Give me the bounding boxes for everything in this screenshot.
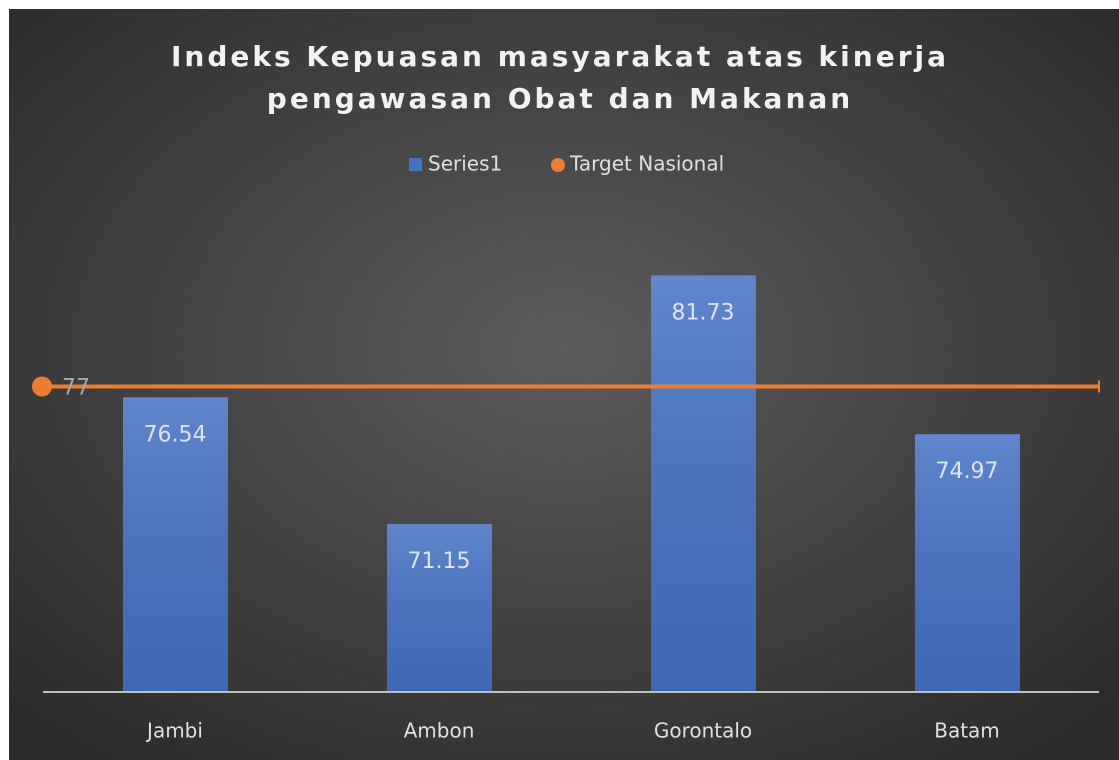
legend-swatch — [551, 158, 565, 172]
x-tick-label: Batam — [934, 719, 1000, 743]
data-label: 76.54 — [144, 422, 207, 447]
legend-label: Target Nasional — [569, 152, 724, 176]
data-label: 77 — [62, 376, 90, 401]
x-tick-label: Ambon — [404, 719, 475, 743]
data-label: 71.15 — [408, 549, 471, 574]
x-tick-label: Jambi — [145, 719, 203, 743]
bar-shine — [123, 397, 228, 692]
legend-label: Series1 — [428, 152, 502, 176]
data-label: 74.97 — [936, 459, 999, 484]
legend-swatch — [409, 158, 422, 171]
chart-title: Indeks Kepuasan masyarakat atas kinerja — [171, 40, 949, 73]
data-label: 81.73 — [672, 300, 735, 325]
x-tick-label: Gorontalo — [654, 719, 752, 743]
bar-shine — [651, 275, 756, 692]
chart-title: pengawasan Obat dan Makanan — [267, 82, 853, 115]
target-marker — [32, 376, 52, 397]
bar-shine — [915, 434, 1020, 692]
bar-shine — [387, 523, 492, 692]
